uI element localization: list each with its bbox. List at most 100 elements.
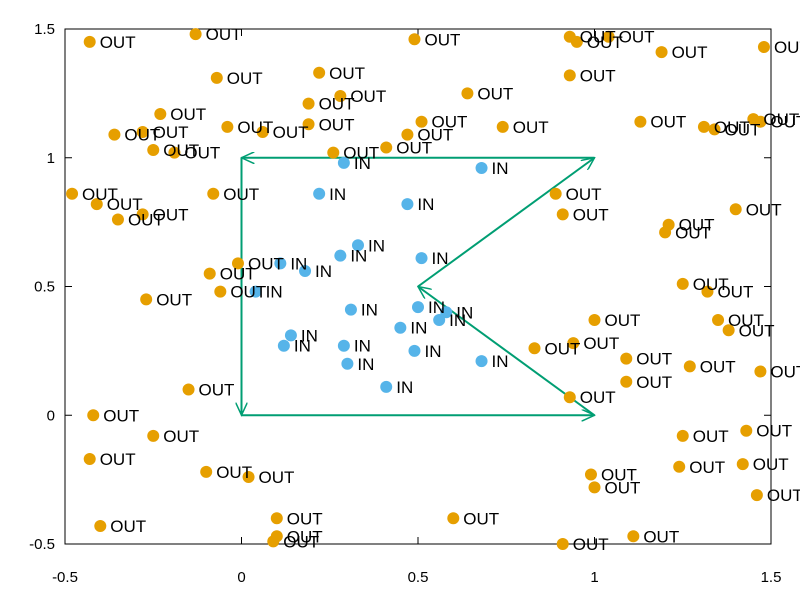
axis-ticks xyxy=(64,28,772,545)
out-point xyxy=(221,120,234,133)
out-point-label: OUT xyxy=(477,84,513,103)
out-point xyxy=(327,146,340,159)
out-point xyxy=(380,141,393,154)
out-point-label: OUT xyxy=(424,30,460,49)
out-point-label: OUT xyxy=(739,321,775,340)
out-point xyxy=(496,120,509,133)
in-point xyxy=(440,306,453,319)
out-point-label: OUT xyxy=(672,43,708,62)
out-point-label: OUT xyxy=(350,87,386,106)
out-point xyxy=(267,535,280,548)
out-point-label: OUT xyxy=(184,144,220,163)
out-point-label: OUT xyxy=(156,290,192,309)
out-point-label: OUT xyxy=(206,25,242,44)
out-point-label: OUT xyxy=(605,311,641,330)
out-point xyxy=(740,424,753,437)
out-point xyxy=(168,146,181,159)
out-point-label: OUT xyxy=(544,339,580,358)
in-point-label: IN xyxy=(410,319,427,338)
out-point-label: OUT xyxy=(636,373,672,392)
out-point-label: OUT xyxy=(223,185,259,204)
out-point xyxy=(676,277,689,290)
in-point-label: IN xyxy=(354,337,371,356)
in-point-label: IN xyxy=(350,247,367,266)
out-point xyxy=(136,126,149,138)
in-point-label: IN xyxy=(492,352,509,371)
in-point-label: IN xyxy=(357,355,374,374)
out-point xyxy=(729,203,742,216)
in-point-label: IN xyxy=(294,337,311,356)
out-point xyxy=(83,35,96,48)
out-point-label: OUT xyxy=(650,113,686,132)
out-point xyxy=(570,35,583,48)
out-point-label: OUT xyxy=(273,123,309,142)
out-point-label: OUT xyxy=(753,455,789,474)
y-tick-label: 1.5 xyxy=(34,21,55,38)
out-point xyxy=(136,208,149,221)
out-point xyxy=(108,128,121,141)
in-point-label: IN xyxy=(428,298,445,317)
in-point xyxy=(475,355,488,368)
in-point xyxy=(249,285,262,298)
out-point-label: OUT xyxy=(763,110,799,129)
out-point xyxy=(189,28,202,41)
out-point xyxy=(563,391,576,404)
out-point-label: OUT xyxy=(573,205,609,224)
out-point xyxy=(302,118,315,131)
out-point-label: OUT xyxy=(329,64,365,83)
in-point xyxy=(284,329,297,342)
out-point xyxy=(556,538,569,550)
in-point xyxy=(344,303,357,316)
out-point xyxy=(620,375,633,388)
out-point xyxy=(302,97,315,110)
out-point xyxy=(242,471,255,484)
out-point xyxy=(584,468,597,481)
out-point-label: OUT xyxy=(259,468,295,487)
out-point-label: OUT xyxy=(566,185,602,204)
in-point xyxy=(341,357,354,370)
out-point xyxy=(231,257,244,270)
in-point-label: IN xyxy=(329,185,346,204)
out-point xyxy=(256,126,269,138)
out-point-label: OUT xyxy=(396,138,432,157)
out-point-label: OUT xyxy=(103,406,139,425)
out-point xyxy=(620,352,633,365)
out-point xyxy=(87,409,100,422)
out-point xyxy=(683,360,696,373)
out-point xyxy=(207,187,220,200)
out-point xyxy=(563,69,576,82)
out-point xyxy=(461,87,474,100)
out-point-label: OUT xyxy=(605,478,641,497)
out-point-label: OUT xyxy=(319,115,355,134)
out-point-label: OUT xyxy=(463,509,499,528)
out-point-label: OUT xyxy=(110,517,146,536)
out-point xyxy=(401,128,414,141)
out-point xyxy=(556,208,569,221)
out-point-label: OUT xyxy=(679,216,715,235)
out-point-label: OUT xyxy=(124,126,160,145)
out-point xyxy=(655,46,668,59)
out-point xyxy=(111,213,124,226)
out-point-label: OUT xyxy=(153,123,189,142)
out-point-label: OUT xyxy=(675,223,711,242)
out-point xyxy=(627,530,640,543)
in-point xyxy=(337,156,350,169)
out-point xyxy=(214,285,227,298)
in-point-label: IN xyxy=(368,236,385,255)
out-point-label: OUT xyxy=(728,311,764,330)
out-point-label: OUT xyxy=(199,381,235,400)
out-point xyxy=(659,226,672,239)
out-point-label: OUT xyxy=(230,283,266,302)
in-point xyxy=(299,265,312,278)
in-point xyxy=(401,198,414,211)
out-point-label: OUT xyxy=(580,66,616,85)
in-point xyxy=(394,321,407,334)
out-point-label: OUT xyxy=(343,144,379,163)
out-point-label: OUT xyxy=(220,265,256,284)
in-point xyxy=(351,239,364,252)
out-point-label: OUT xyxy=(587,33,623,52)
y-tick-label: 0 xyxy=(47,407,55,424)
out-point xyxy=(697,120,710,133)
